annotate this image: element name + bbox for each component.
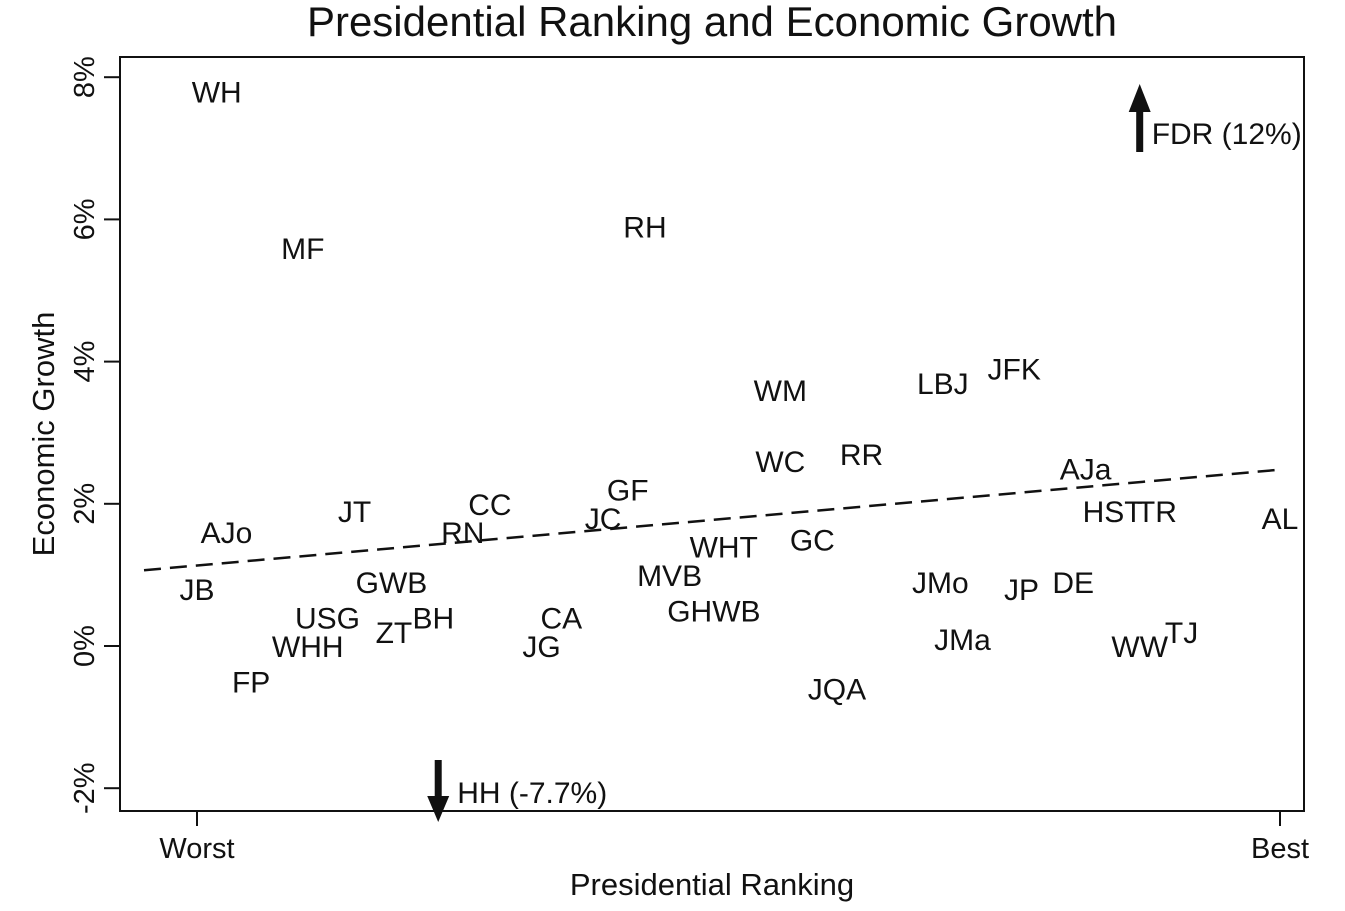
data-point-label: HST — [1083, 496, 1143, 529]
y-tick-label: -2% — [69, 762, 101, 814]
data-point-label: WW — [1111, 631, 1168, 664]
data-point-label: AJo — [201, 517, 253, 550]
data-point-label: JT — [338, 496, 371, 529]
x-tick-label: Best — [1251, 833, 1309, 865]
data-point-label: WM — [754, 375, 807, 408]
offscale-markers: FDR (12%) HH (-7.7%) — [427, 84, 1302, 822]
data-point-label: JFK — [988, 354, 1041, 387]
data-point-label: WC — [755, 446, 805, 479]
data-point-label: AJa — [1060, 453, 1112, 486]
y-tick-label: 2% — [69, 483, 101, 525]
x-tick-label: Worst — [159, 833, 234, 865]
data-point-label: USG — [295, 603, 360, 636]
y-tick-label: 4% — [69, 341, 101, 383]
data-point-label: GWB — [356, 567, 428, 600]
data-point-label: BH — [412, 603, 454, 636]
data-point-label: CC — [468, 489, 511, 522]
data-point-label: LBJ — [917, 368, 969, 401]
data-point-label: TR — [1137, 496, 1177, 529]
data-point-label: WHH — [272, 631, 344, 664]
data-point-label: GF — [607, 475, 649, 508]
trend-line — [143, 468, 1281, 572]
offscale-label: FDR (12%) — [1152, 118, 1302, 151]
data-point-label: JC — [585, 503, 622, 536]
data-point-label: RN — [441, 517, 484, 550]
data-point-label: GC — [790, 524, 835, 557]
y-tick-label: 6% — [69, 198, 101, 240]
up-arrow-head — [1128, 84, 1151, 112]
data-point-label: JG — [522, 631, 560, 664]
data-point-label: JMo — [912, 567, 969, 600]
offscale-point: FDR (12%) — [1128, 84, 1302, 152]
y-tick-label: 0% — [69, 625, 101, 667]
x-axis-label: Presidential Ranking — [570, 867, 854, 902]
data-point-label: JP — [1004, 574, 1039, 607]
data-point-label: AL — [1262, 503, 1299, 536]
y-tick-label: 8% — [69, 56, 101, 98]
data-point-label: MF — [281, 233, 324, 266]
data-point-label: DE — [1052, 567, 1094, 600]
data-point-label: JMa — [934, 624, 991, 657]
data-point-label: RR — [840, 439, 883, 472]
axes: -2% 0% 2% 4% 6% 8% Worst Best — [69, 56, 1309, 865]
offscale-label: HH (-7.7%) — [457, 777, 607, 810]
data-point-label: TJ — [1165, 617, 1198, 650]
data-point-label: GHWB — [667, 595, 760, 628]
data-point-label: WH — [192, 76, 242, 109]
plot-frame — [119, 56, 1305, 812]
offscale-point: HH (-7.7%) — [427, 760, 607, 822]
down-arrow-head — [427, 796, 450, 822]
data-point-label: RH — [623, 212, 666, 245]
data-point-label: ZT — [376, 617, 413, 650]
data-point-label: MVB — [637, 560, 702, 593]
y-axis-label: Economic Growth — [26, 312, 61, 557]
data-point-label: WHT — [690, 531, 758, 564]
trend-line-layer — [143, 468, 1281, 572]
data-point-label: CA — [540, 603, 582, 636]
data-point-label: JQA — [808, 674, 866, 707]
data-point-label: JB — [179, 574, 214, 607]
data-point-label: FP — [232, 667, 270, 700]
chart-title: Presidential Ranking and Economic Growth — [307, 0, 1117, 45]
